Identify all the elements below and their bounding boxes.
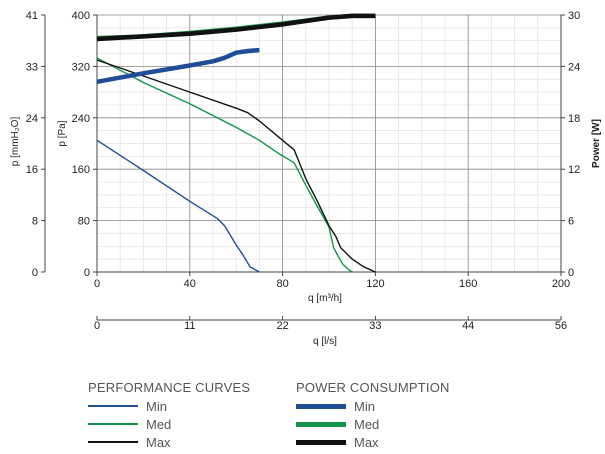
legend-swatch [296,421,346,427]
y-axis-label-mmh2o: p [mmH₂O] [10,117,21,167]
legend-label: Min [146,398,167,414]
power-line-max [96,13,376,42]
x-axis-label-m3h: q [m³/h] [308,293,342,304]
chart-axes [41,14,565,321]
performance-line-min [96,139,260,273]
legend-swatch [88,405,138,407]
y-tick-label-power: 30 [568,10,580,22]
y-tick-label-power: 12 [568,164,580,176]
x-tick-label-ls: 0 [94,320,100,332]
legend-label: Max [146,434,171,450]
x-tick-label-m3h: 80 [276,278,288,290]
y-axis-label-power: Power [W] [591,119,602,168]
y-tick-label-pa: 160 [72,164,90,176]
y-tick-label-power: 0 [568,267,574,279]
chart-grid [96,14,562,273]
y-tick-label-pa: 320 [72,61,90,73]
legend-performance-min: Min [88,397,250,415]
legend-power-med: Med [296,415,450,433]
y-tick-label-pa: 400 [72,10,90,22]
y-tick-label-mmh2o: 0 [32,267,38,279]
chart-series [96,13,376,273]
y-tick-label-mmh2o: 41 [26,10,38,22]
legend-swatch [88,441,138,443]
performance-line-med [96,57,353,273]
x-axis-label-ls: q [l/s] [313,336,337,347]
x-tick-label-ls: 56 [555,320,567,332]
legend-swatch [296,403,346,409]
x-tick-label-m3h: 160 [459,278,477,290]
x-tick-label-ls: 33 [369,320,381,332]
legend-swatch [296,439,346,445]
y-tick-label-mmh2o: 24 [26,113,38,125]
x-tick-label-ls: 44 [462,320,474,332]
legend-performance-title: PERFORMANCE CURVES [88,380,251,395]
y-tick-label-power: 24 [568,61,580,73]
legend-power-min: Min [296,397,450,415]
legend-performance: PERFORMANCE CURVES Min Med Max [88,380,250,451]
legend-swatch [88,423,138,425]
legend-label: Min [354,398,375,414]
power-line-min [96,47,260,85]
legend-power: POWER CONSUMPTION Min Med Max [296,380,450,451]
x-tick-label-m3h: 0 [94,278,100,290]
performance-line-max [96,59,376,273]
x-tick-label-m3h: 200 [552,278,570,290]
x-tick-label-m3h: 40 [184,278,196,290]
y-axis-label-pa: p [Pa] [57,120,68,146]
y-tick-label-mmh2o: 8 [32,216,38,228]
chart-axis-labels: q [m³/h] q [l/s] p [mmH₂O] p [Pa] Power [W] [10,117,602,347]
x-tick-label-ls: 11 [184,320,195,332]
y-tick-label-mmh2o: 16 [26,164,38,176]
y-tick-label-mmh2o: 33 [26,61,38,73]
y-tick-label-power: 6 [568,216,574,228]
legend-performance-med: Med [88,415,250,433]
legend-performance-max: Max [88,433,250,451]
x-tick-label-m3h: 120 [366,278,384,290]
legend-power-max: Max [296,433,450,451]
legend-label: Max [354,434,379,450]
y-tick-label-pa: 0 [84,267,90,279]
legend-power-title: POWER CONSUMPTION [296,380,450,395]
legend-label: Med [354,416,380,432]
y-tick-label-pa: 80 [78,216,90,228]
y-tick-label-pa: 240 [72,113,90,125]
legend-label: Med [146,416,172,432]
y-tick-label-power: 18 [568,113,580,125]
x-tick-label-ls: 22 [276,320,288,332]
